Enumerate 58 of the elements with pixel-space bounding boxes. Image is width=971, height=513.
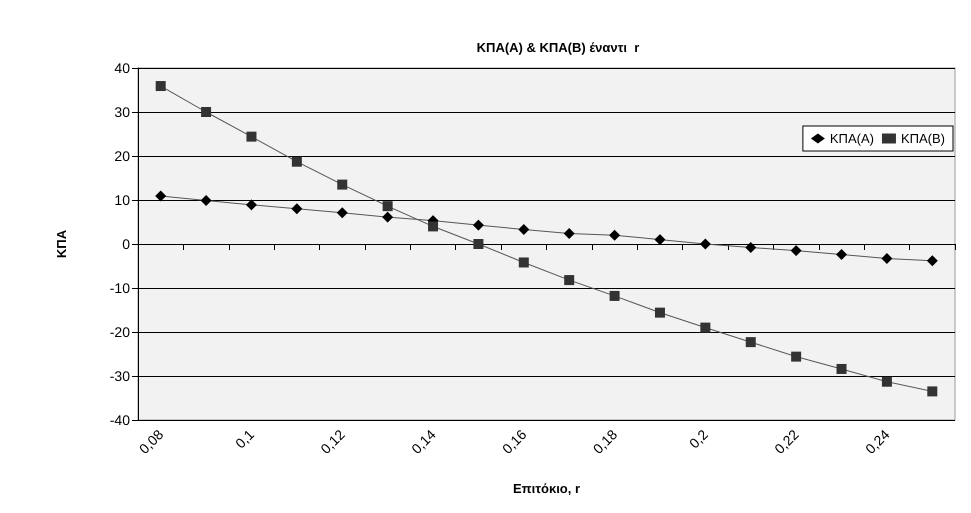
point [200, 194, 212, 206]
x-tick-label: 0,22 [771, 426, 802, 457]
y-tick-label: 0 [122, 236, 130, 252]
y-tick-label: -40 [110, 412, 130, 428]
point [746, 337, 756, 348]
point [564, 275, 574, 286]
x-tick-label: 0,16 [498, 426, 530, 457]
point [428, 221, 438, 232]
point [882, 376, 892, 387]
x-tick-label: 0,18 [590, 426, 620, 457]
point [745, 242, 756, 254]
point [791, 352, 802, 362]
y-tick-label: 30 [114, 104, 130, 120]
y-tick-label: 10 [114, 192, 130, 208]
point [291, 203, 302, 214]
legend-label: ΚΠΑ(Β) [900, 131, 946, 146]
point [654, 308, 665, 318]
x-tick-label: 0,12 [317, 426, 348, 457]
point [382, 201, 393, 212]
point [292, 156, 302, 167]
legend-label: ΚΠΑ(Α) [830, 131, 874, 146]
point [518, 257, 529, 268]
x-tick-label: 0,08 [136, 426, 167, 457]
point [156, 81, 166, 92]
point [790, 245, 802, 256]
y-axis-title: ΚΠΑ [54, 229, 69, 258]
point [337, 180, 348, 190]
point [518, 224, 530, 235]
y-tick-label: 40 [114, 60, 130, 76]
point [473, 239, 484, 249]
y-tick-label: -10 [110, 280, 130, 296]
x-tick-label: 0,1 [232, 426, 258, 452]
point [201, 107, 212, 117]
point [246, 132, 256, 142]
point [246, 199, 257, 210]
x-tick-label: 0,24 [862, 426, 893, 457]
x-tick-label: 0,2 [686, 426, 712, 452]
point [700, 238, 711, 250]
y-tick-label: -20 [110, 324, 130, 340]
point [472, 220, 484, 231]
point [382, 212, 394, 223]
y-tick-label: 20 [114, 148, 130, 164]
point [564, 228, 575, 239]
y-tick-label: -30 [110, 368, 130, 384]
point [700, 322, 710, 333]
point [836, 249, 848, 260]
point [654, 234, 666, 246]
point [927, 386, 938, 396]
point [836, 364, 847, 374]
x-tick-label: 0,14 [408, 426, 439, 457]
point [336, 207, 348, 218]
x-axis-title: Επιτόκιο, r [512, 481, 580, 496]
point [926, 255, 938, 266]
point [881, 253, 892, 264]
point [609, 230, 620, 241]
chart-title: ΚΠΑ(Α) & ΚΠΑ(Β) έναντι r [476, 40, 640, 55]
point [155, 190, 166, 202]
point [610, 290, 620, 301]
